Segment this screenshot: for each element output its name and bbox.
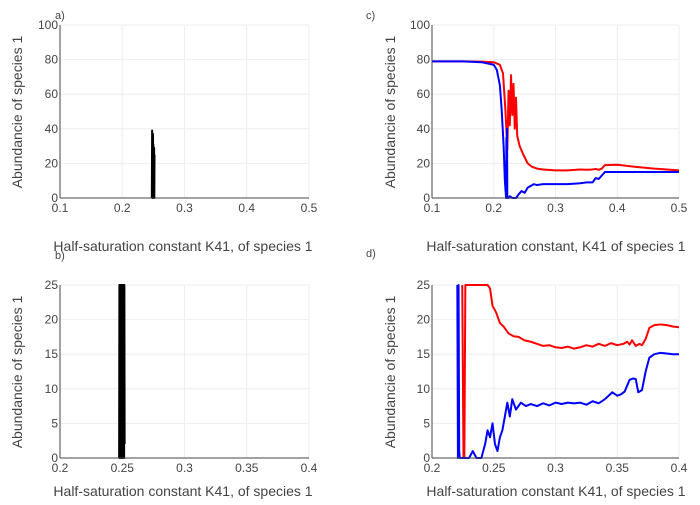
x-axis-title: Half-saturation constant K41, of species… <box>53 238 312 254</box>
x-axis-title: Half-saturation constant, K41 of species… <box>426 238 685 254</box>
x-tick-label: 0.2 <box>424 461 441 475</box>
panel-b: 0.2 0.25 0.3 0.35 0.4 0 5 10 15 20 25 Half-saturati… <box>9 250 318 499</box>
y-tick-label: 10 <box>417 382 431 396</box>
y-tick-label: 20 <box>45 313 59 327</box>
x-tick-label: 0.2 <box>485 201 502 215</box>
series-line-red <box>461 284 679 459</box>
x-tick-label: 0.3 <box>547 461 564 475</box>
y-tick-label: 60 <box>45 87 59 101</box>
x-tick-label: 0.2 <box>114 201 131 215</box>
x-axis-title: Half-saturation constant K41, of species… <box>426 483 685 499</box>
y-tick-label: 0 <box>51 191 58 205</box>
y-tick-label: 25 <box>45 278 59 292</box>
series-line-red <box>432 60 679 172</box>
y-axis-title: Abundancie of species 1 <box>9 36 25 189</box>
y-tick-label: 60 <box>417 87 431 101</box>
y-tick-label: 20 <box>45 156 59 170</box>
y-tick-label: 0 <box>423 191 430 205</box>
x-tick-label: 0.4 <box>301 461 318 475</box>
x-tick-label: 0.25 <box>482 461 506 475</box>
y-tick-label: 5 <box>423 416 430 430</box>
y-tick-label: 40 <box>417 122 431 136</box>
y-axis-title: Abundancie of species 1 <box>382 296 398 449</box>
x-tick-label: 0.1 <box>52 201 69 215</box>
x-tick-label: 0.5 <box>301 201 318 215</box>
y-tick-label: 0 <box>51 451 58 465</box>
y-tick-label: 10 <box>45 382 59 396</box>
y-tick-label: 25 <box>417 278 431 292</box>
x-tick-label: 0.4 <box>238 201 255 215</box>
x-tick-label: 0.3 <box>176 461 193 475</box>
x-tick-label: 0.4 <box>609 201 626 215</box>
panel-label: b) <box>55 250 65 262</box>
series-line-black <box>118 284 126 459</box>
x-tick-label: 0.1 <box>424 201 441 215</box>
x-tick-label: 0.4 <box>671 461 688 475</box>
y-tick-label: 20 <box>417 156 431 170</box>
y-tick-label: 40 <box>45 122 59 136</box>
x-tick-label: 0.3 <box>547 201 564 215</box>
x-tick-label: 0.2 <box>52 461 69 475</box>
y-tick-label: 100 <box>38 18 58 32</box>
y-tick-label: 15 <box>417 347 431 361</box>
y-axis-title: Abundancie of species 1 <box>9 296 25 449</box>
y-tick-label: 20 <box>417 313 431 327</box>
y-tick-label: 5 <box>51 416 58 430</box>
panel-d: 0.2 0.25 0.3 0.35 0.4 0 5 10 15 20 25 Half-saturati… <box>366 248 688 499</box>
x-tick-label: 0.25 <box>111 461 135 475</box>
y-tick-label: 0 <box>423 451 430 465</box>
y-tick-label: 15 <box>45 347 59 361</box>
series-line-black <box>150 129 156 199</box>
panel-c: 0.1 0.2 0.3 0.4 0.5 0 20 40 60 80 100 Half-saturati… <box>366 10 688 254</box>
x-axis-title: Half-saturation constant K41, of species… <box>53 483 312 499</box>
x-tick-label: 0.3 <box>176 201 193 215</box>
panel-label: c) <box>366 10 375 22</box>
y-tick-label: 80 <box>417 53 431 67</box>
y-tick-label: 80 <box>45 53 59 67</box>
x-tick-label: 0.35 <box>606 461 630 475</box>
y-axis-title: Abundancie of species 1 <box>382 36 398 189</box>
series-line-blue <box>432 60 679 199</box>
series-line-blue <box>456 284 679 459</box>
panel-a: 0.1 0.2 0.3 0.4 0.5 0 20 40 60 80 100 Half-saturati… <box>9 10 318 254</box>
panel-label: a) <box>55 10 65 22</box>
x-tick-label: 0.35 <box>235 461 259 475</box>
x-tick-label: 0.5 <box>671 201 688 215</box>
y-tick-label: 100 <box>410 18 430 32</box>
panel-label: d) <box>366 248 376 260</box>
